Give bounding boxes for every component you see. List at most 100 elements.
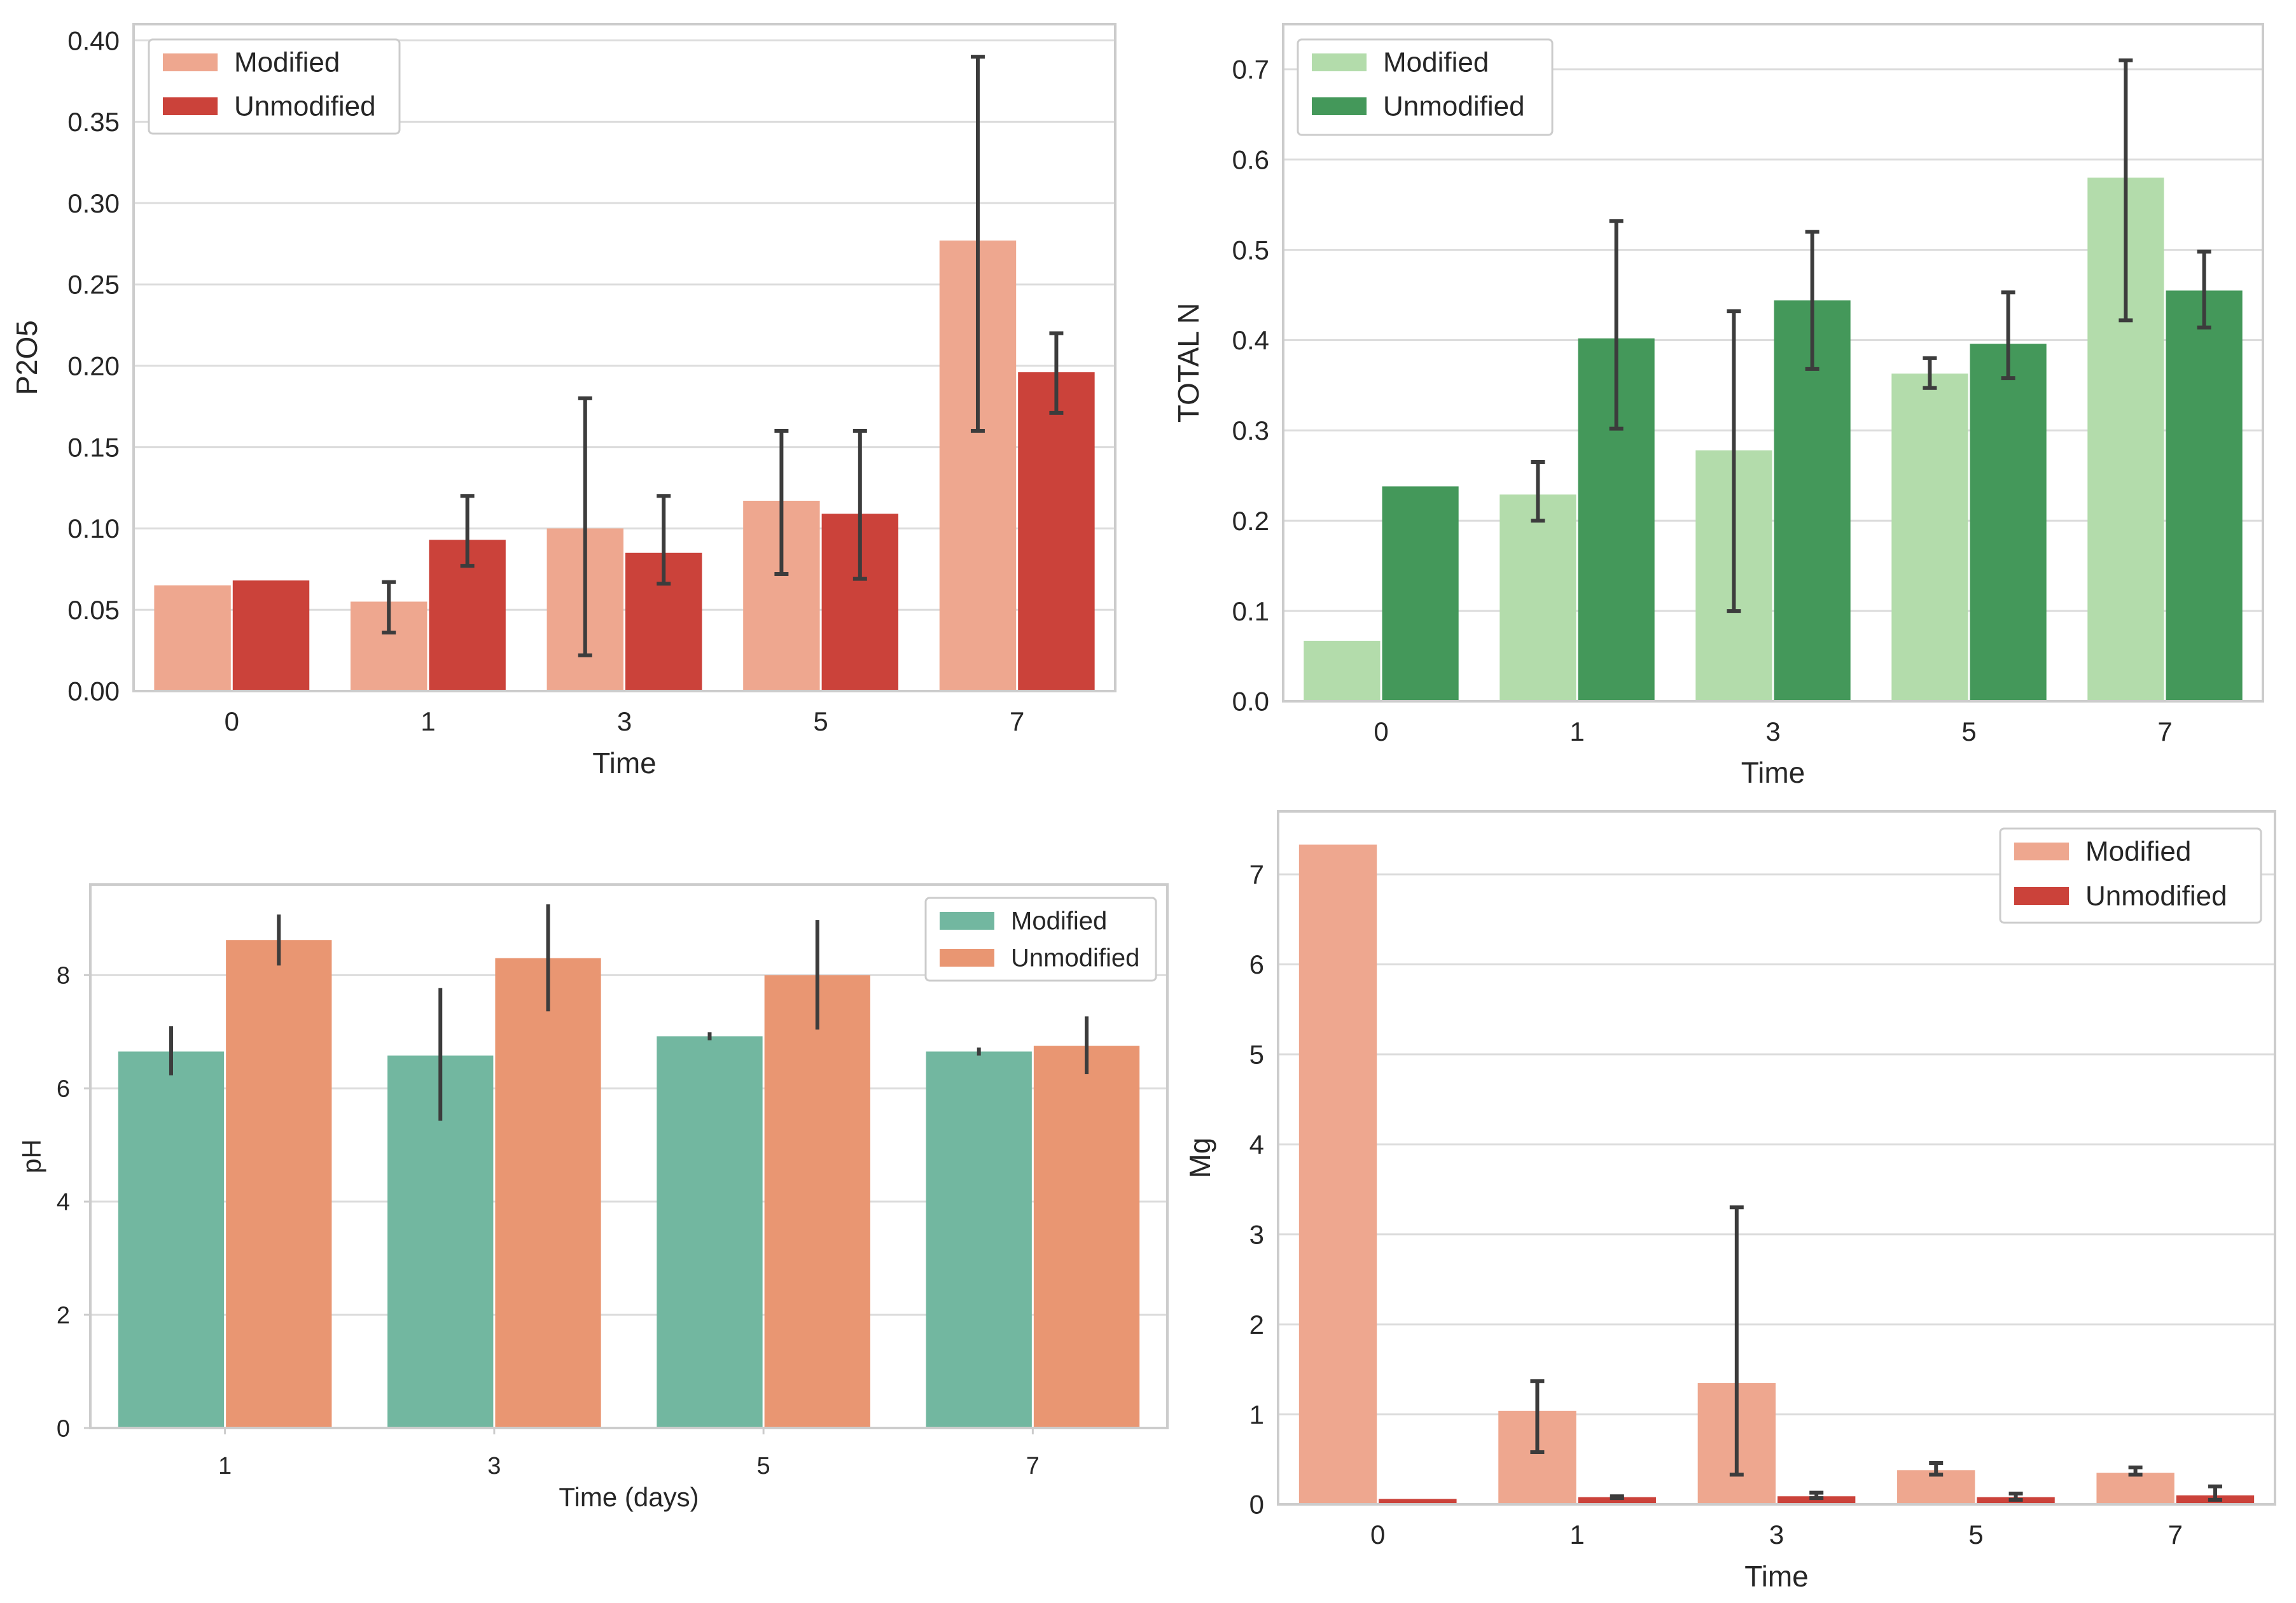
bar-unmodified-1 <box>226 940 332 1428</box>
error-bar-modified-7 <box>2128 1466 2143 1477</box>
x-tick-label: 5 <box>757 1453 770 1480</box>
x-tick-label: 1 <box>1569 717 1584 746</box>
error-bar-unmodified-5 <box>2008 1492 2023 1502</box>
y-tick-label: 4 <box>1249 1130 1264 1159</box>
bar-unmodified-1 <box>1578 1497 1656 1504</box>
plot-frame <box>1277 810 2276 1506</box>
error-bar-modified-3 <box>1727 309 1741 613</box>
x-tick-label: 0 <box>1370 1520 1385 1550</box>
legend-swatch-modified <box>163 53 218 71</box>
bar-modified-1 <box>1499 494 1576 701</box>
bar-modified-7 <box>926 1051 1032 1428</box>
bar-modified-5 <box>1891 374 1968 701</box>
error-bar-modified-1 <box>1531 460 1545 523</box>
y-tick-label: 0.20 <box>67 351 120 381</box>
legend-swatch-unmodified <box>163 97 218 115</box>
legend-swatch-unmodified <box>2014 887 2069 905</box>
error-bar-unmodified-1 <box>1609 219 1624 431</box>
y-tick-label: 7 <box>1249 860 1264 890</box>
y-tick-label: 6 <box>1249 949 1264 979</box>
bar-modified-5 <box>657 1036 763 1428</box>
x-tick-label: 7 <box>1010 706 1024 736</box>
x-tick-label: 0 <box>225 706 239 736</box>
legend: Modified Unmodified <box>1297 38 1554 136</box>
chart-panel-3: 0 1 2 3 4 5 6 7 0 1 3 5 7 Time Mg Modified Unmodified <box>1183 810 2276 1593</box>
error-bar-unmodified-3 <box>1805 230 1819 371</box>
y-axis-label: Mg <box>1183 1138 1216 1179</box>
y-tick-label: 0.7 <box>1232 55 1269 85</box>
legend-swatch-unmodified <box>940 949 994 967</box>
y-tick-label: 2 <box>1249 1310 1264 1340</box>
error-bar-unmodified-5 <box>852 429 867 581</box>
y-tick-label: 0.10 <box>67 514 120 543</box>
legend-swatch-modified <box>2014 843 2069 860</box>
x-tick-label: 3 <box>1765 717 1780 746</box>
legend-label-modified: Modified <box>1011 907 1107 935</box>
y-tick-label: 0.40 <box>67 25 120 55</box>
y-tick-label: 3 <box>1249 1219 1264 1249</box>
y-tick-label: 5 <box>1249 1040 1264 1070</box>
y-tick-label: 0.00 <box>67 676 120 706</box>
error-bar-unmodified-5 <box>2001 290 2015 381</box>
y-axis-label: P2O5 <box>10 320 43 395</box>
y-tick-label: 0.25 <box>67 270 120 300</box>
x-axis-label: Time <box>592 746 657 780</box>
error-bar-modified-1 <box>1530 1379 1545 1454</box>
y-tick-label: 0.2 <box>1232 506 1269 536</box>
y-tick-label: 0.30 <box>67 188 120 218</box>
chart-panel-2: 0 2 4 6 8 1 3 5 7 Time (days) pH Modified Unmodified <box>17 883 1169 1512</box>
chart-panel-1: 0.0 0.1 0.2 0.3 0.4 0.5 0.6 0.7 0 1 3 5 7 Time TOTAL N… <box>1172 23 2264 789</box>
y-tick-label: 0.0 <box>1232 687 1269 717</box>
y-tick-label: 8 <box>57 963 70 990</box>
x-tick-label: 1 <box>421 706 435 736</box>
bar-unmodified-0 <box>232 580 310 691</box>
y-tick-label: 0.5 <box>1232 235 1269 265</box>
x-tick-label: 5 <box>813 706 828 736</box>
legend-label-modified: Modified <box>1383 47 1489 78</box>
bar-modified-0 <box>1304 640 1381 701</box>
bar-unmodified-7 <box>1033 1046 1140 1428</box>
x-tick-label: 5 <box>1968 1520 1983 1550</box>
bar-unmodified-0 <box>1379 1499 1457 1504</box>
error-bar-unmodified-7 <box>1049 331 1064 415</box>
legend-label-modified: Modified <box>2085 836 2191 867</box>
error-bar-modified-7 <box>970 55 985 433</box>
y-tick-label: 0.4 <box>1232 325 1269 355</box>
y-tick-label: 1 <box>1249 1399 1264 1429</box>
y-axis-label: pH <box>17 1139 46 1173</box>
legend-swatch-modified <box>940 912 994 930</box>
y-tick-label: 4 <box>57 1189 70 1215</box>
x-tick-label: 1 <box>218 1453 232 1480</box>
x-tick-label: 3 <box>617 706 632 736</box>
error-bar-modified-5 <box>1923 356 1937 390</box>
legend-label-unmodified: Unmodified <box>1383 91 1525 122</box>
bar-modified-0 <box>154 585 231 691</box>
x-tick-label: 3 <box>487 1453 501 1480</box>
bar-unmodified-7 <box>2166 290 2243 701</box>
error-bar-modified-3 <box>1729 1205 1744 1477</box>
plot-frame <box>89 883 1169 1429</box>
x-axis-label: Time <box>1741 756 1805 789</box>
x-tick-label: 7 <box>1026 1453 1040 1480</box>
legend: Modified Unmodified <box>924 897 1157 982</box>
error-bar-modified-1 <box>382 580 396 634</box>
plot-frame <box>132 23 1117 692</box>
x-tick-label: 1 <box>1569 1520 1584 1550</box>
x-tick-label: 0 <box>1374 717 1388 746</box>
x-tick-label: 5 <box>1961 717 1976 746</box>
y-tick-label: 0.1 <box>1232 596 1269 626</box>
x-tick-label: 7 <box>2168 1520 2183 1550</box>
legend-swatch-modified <box>1312 53 1367 71</box>
legend-swatch-unmodified <box>1312 97 1367 115</box>
bar-unmodified-3 <box>1778 1496 1856 1504</box>
error-bar-modified-5 <box>774 429 789 576</box>
y-tick-label: 0 <box>1249 1490 1264 1520</box>
error-bar-modified-5 <box>1929 1460 1944 1477</box>
x-axis-label: Time <box>1744 1560 1809 1593</box>
bar-unmodified-5 <box>764 975 870 1428</box>
error-bar-modified-3 <box>578 396 592 657</box>
error-bar-unmodified-7 <box>2197 249 2211 330</box>
bar-unmodified-7 <box>1018 372 1095 691</box>
error-bar-unmodified-1 <box>460 494 475 568</box>
